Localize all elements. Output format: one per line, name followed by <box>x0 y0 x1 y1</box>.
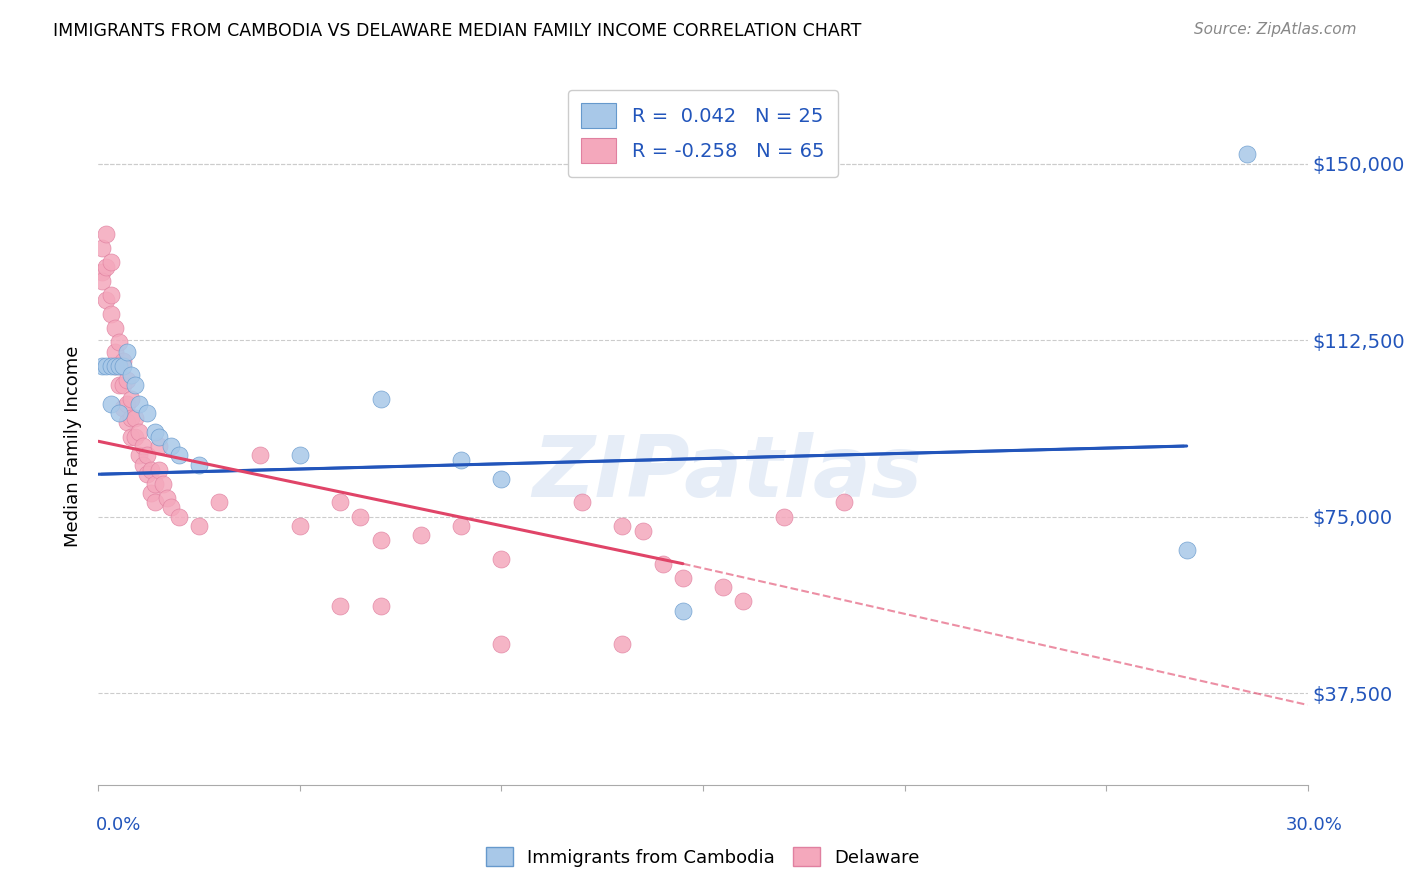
Point <box>612 519 634 533</box>
Point <box>100 307 122 321</box>
Point <box>100 396 122 410</box>
Point <box>571 495 593 509</box>
Point <box>139 462 162 476</box>
Point <box>120 392 142 406</box>
Point <box>143 495 166 509</box>
Point <box>107 359 129 373</box>
Point <box>120 410 142 425</box>
Point <box>249 449 271 463</box>
Point <box>450 453 472 467</box>
Text: ZIPatlas: ZIPatlas <box>531 432 922 515</box>
Point <box>111 377 134 392</box>
Point <box>128 449 150 463</box>
Point <box>711 580 734 594</box>
Point <box>370 392 392 406</box>
Point <box>103 321 125 335</box>
Point <box>124 410 146 425</box>
Point <box>491 552 513 566</box>
Point <box>115 416 138 430</box>
Point <box>115 373 138 387</box>
Point <box>100 359 122 373</box>
Text: 30.0%: 30.0% <box>1286 816 1343 834</box>
Point <box>103 359 125 373</box>
Text: IMMIGRANTS FROM CAMBODIA VS DELAWARE MEDIAN FAMILY INCOME CORRELATION CHART: IMMIGRANTS FROM CAMBODIA VS DELAWARE MED… <box>53 22 862 40</box>
Point <box>96 260 118 274</box>
Point <box>160 500 183 515</box>
Point <box>111 401 134 416</box>
Point <box>124 377 146 392</box>
Point <box>135 449 157 463</box>
Point <box>91 359 114 373</box>
Point <box>450 519 472 533</box>
Point <box>96 293 118 307</box>
Point <box>103 344 125 359</box>
Point <box>160 439 183 453</box>
Point <box>167 509 190 524</box>
Point <box>148 462 170 476</box>
Point <box>772 509 794 524</box>
Point <box>128 396 150 410</box>
Point <box>120 368 142 383</box>
Point <box>188 458 211 472</box>
Point <box>188 519 211 533</box>
Point <box>370 599 392 613</box>
Point <box>91 274 114 288</box>
Point <box>143 425 166 439</box>
Point <box>107 377 129 392</box>
Point <box>288 449 311 463</box>
Point <box>143 476 166 491</box>
Point <box>631 524 654 538</box>
Point <box>491 637 513 651</box>
Point <box>612 637 634 651</box>
Point <box>156 491 179 505</box>
Point <box>208 495 231 509</box>
Point <box>124 429 146 443</box>
Point <box>120 429 142 443</box>
Legend: Immigrants from Cambodia, Delaware: Immigrants from Cambodia, Delaware <box>478 840 928 874</box>
Point <box>651 557 673 571</box>
Point <box>409 528 432 542</box>
Point <box>135 406 157 420</box>
Point <box>107 406 129 420</box>
Point <box>132 458 155 472</box>
Point <box>832 495 855 509</box>
Point <box>167 449 190 463</box>
Point <box>107 335 129 350</box>
Point <box>128 425 150 439</box>
Point <box>111 359 134 373</box>
Point <box>132 439 155 453</box>
Point <box>115 396 138 410</box>
Point <box>733 594 755 608</box>
Point <box>491 472 513 486</box>
Text: 0.0%: 0.0% <box>96 816 141 834</box>
Point <box>139 486 162 500</box>
Point <box>672 571 695 585</box>
Point <box>1175 542 1198 557</box>
Point <box>148 429 170 443</box>
Point <box>115 344 138 359</box>
Point <box>96 359 118 373</box>
Point <box>103 359 125 373</box>
Text: Source: ZipAtlas.com: Source: ZipAtlas.com <box>1194 22 1357 37</box>
Point <box>1236 147 1258 161</box>
Point <box>100 288 122 302</box>
Point <box>148 439 170 453</box>
Point <box>288 519 311 533</box>
Point <box>370 533 392 548</box>
Point <box>100 255 122 269</box>
Point <box>91 241 114 255</box>
Point <box>96 227 118 241</box>
Y-axis label: Median Family Income: Median Family Income <box>63 345 82 547</box>
Point <box>329 599 352 613</box>
Point <box>135 467 157 482</box>
Point <box>111 354 134 368</box>
Point <box>329 495 352 509</box>
Point <box>107 359 129 373</box>
Legend: R =  0.042   N = 25, R = -0.258   N = 65: R = 0.042 N = 25, R = -0.258 N = 65 <box>568 89 838 177</box>
Point <box>91 265 114 279</box>
Point <box>152 476 174 491</box>
Point <box>349 509 371 524</box>
Point <box>672 604 695 618</box>
